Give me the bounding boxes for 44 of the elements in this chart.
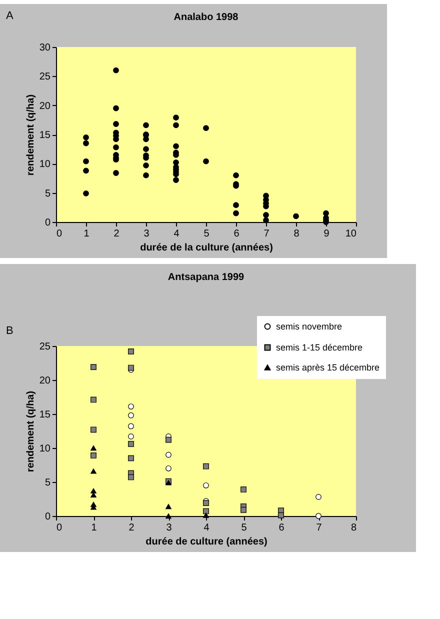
chart-title: Analabo 1998 [174, 12, 239, 23]
text: B [6, 325, 14, 337]
y-tick-label: 25 [39, 72, 51, 83]
x-tick-label: 7 [264, 228, 270, 240]
y-tick-label: 30 [39, 42, 51, 54]
y-tick-label: 10 [39, 444, 51, 454]
legend-label: semis 1-15 décembre [276, 342, 363, 352]
y-axis-title: rendement (q/ha) [25, 390, 36, 472]
x-tick-label: 0 [56, 522, 62, 534]
text: A [6, 10, 14, 22]
x-tick-label: 5 [241, 522, 248, 534]
x-tick-label: 3 [144, 228, 150, 240]
y-tick-label: 15 [39, 410, 51, 420]
y-tick-label: 10 [39, 159, 51, 170]
x-tick-label: 8 [350, 522, 357, 534]
y-axis-title: rendement (q/ha) [25, 94, 36, 176]
x-tick-label: 4 [204, 522, 210, 534]
x-tick-label: 6 [234, 228, 240, 240]
y-tick-label: 5 [44, 188, 51, 200]
x-tick-label: 2 [128, 522, 135, 534]
legend-label: semis après 15 décembre [276, 362, 380, 372]
x-tick-label: 4 [174, 228, 180, 240]
y-tick-label: 0 [44, 218, 51, 228]
x-tick-label: 9 [324, 228, 330, 240]
y-tick-label: 20 [39, 100, 51, 112]
legend-label: semis novembre [276, 322, 342, 332]
y-tick-label: 0 [44, 512, 51, 522]
x-axis-title: durée de culture (années) [146, 536, 268, 548]
x-tick-label: 2 [114, 228, 120, 240]
chart-title: Antsapana 1999 [168, 272, 245, 283]
x-tick-label: 0 [56, 228, 62, 240]
x-tick-label: 1 [84, 228, 90, 240]
x-tick-label: 10 [345, 228, 357, 240]
x-tick-label: 3 [166, 522, 172, 534]
x-tick-label: 5 [204, 228, 210, 240]
y-tick-label: 25 [39, 342, 51, 352]
x-tick-label: 7 [316, 522, 322, 534]
x-axis-title: durée de la culture (années) [140, 242, 273, 254]
x-tick-label: 8 [294, 228, 300, 240]
y-tick-label: 5 [44, 478, 51, 488]
y-tick-label: 15 [39, 130, 51, 141]
y-tick-label: 20 [39, 376, 51, 386]
x-tick-label: 1 [91, 522, 98, 534]
x-tick-label: 6 [278, 522, 285, 534]
